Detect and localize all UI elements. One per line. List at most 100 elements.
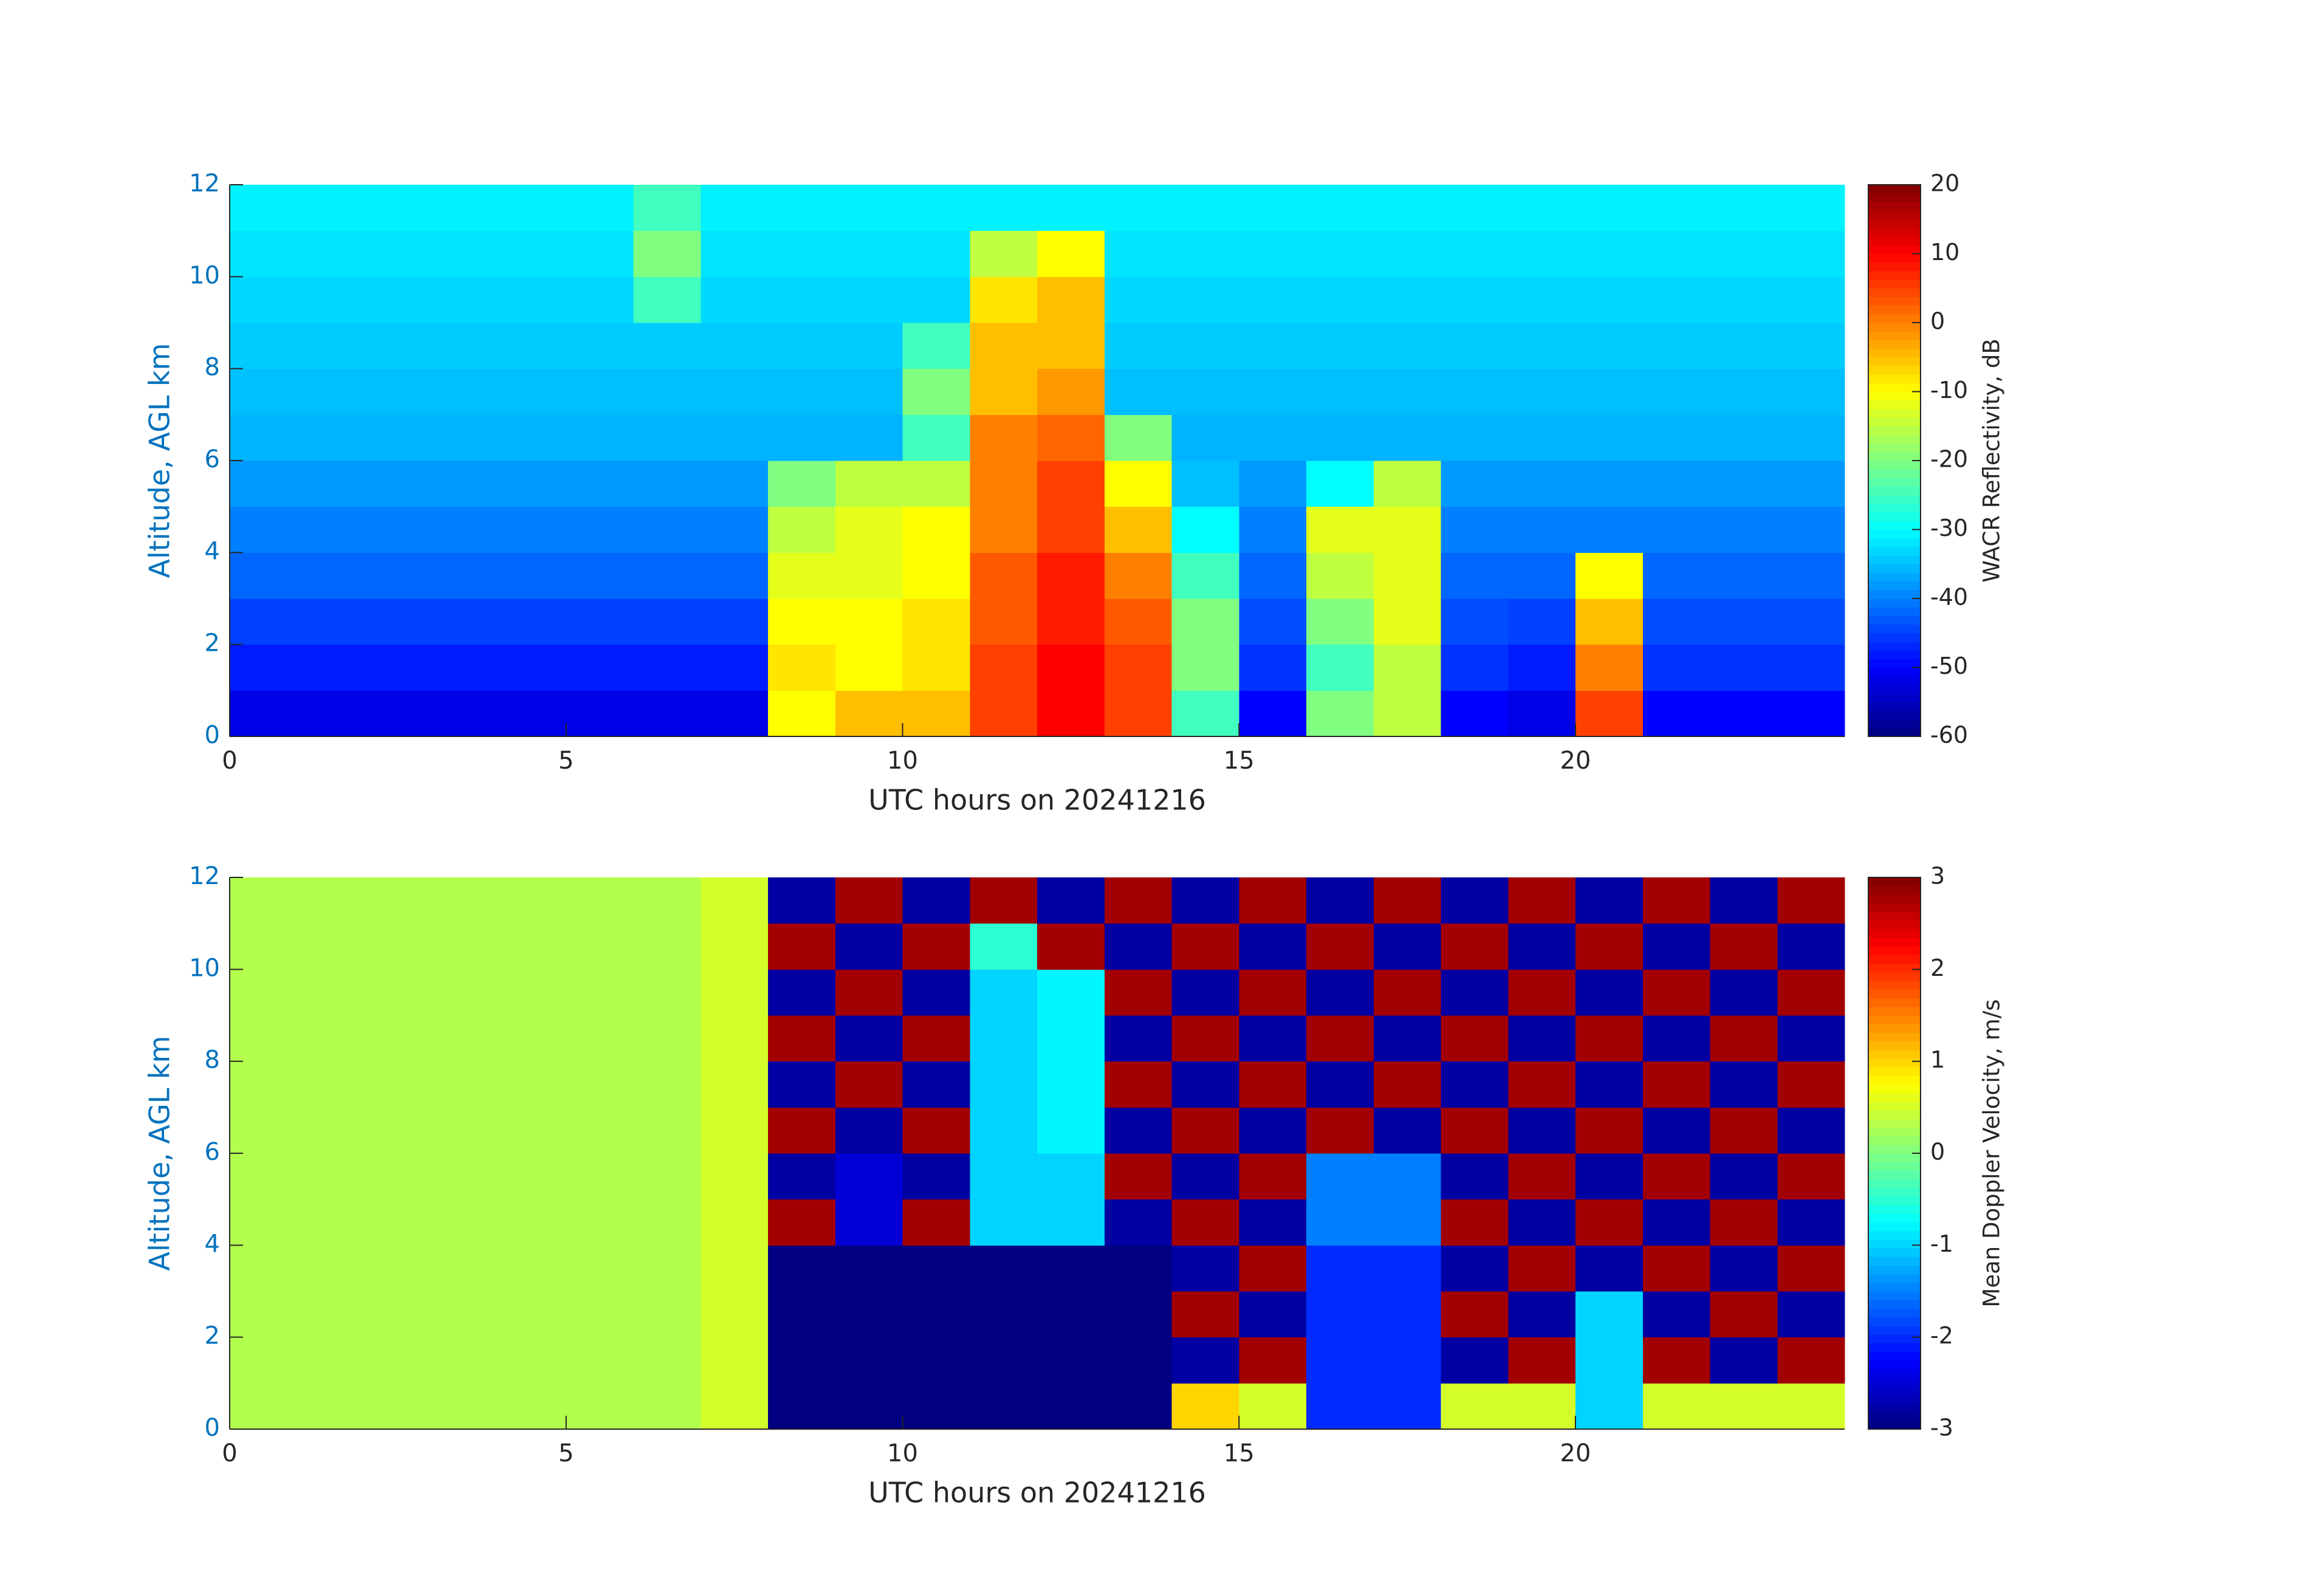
heatmap-cell bbox=[1171, 1337, 1239, 1384]
heatmap-cell bbox=[1642, 1015, 1710, 1062]
heatmap-cell bbox=[566, 599, 634, 645]
colorbar-swatch bbox=[1868, 1041, 1921, 1051]
heatmap-cell bbox=[1642, 506, 1710, 553]
heatmap-cell bbox=[230, 1107, 298, 1154]
heatmap-cell bbox=[230, 923, 298, 970]
colorbar-swatch bbox=[1868, 676, 1921, 685]
heatmap-cell bbox=[1239, 1383, 1307, 1430]
heatmap-cell bbox=[1710, 414, 1778, 461]
heatmap-cell bbox=[1575, 230, 1644, 277]
heatmap-cell bbox=[1508, 690, 1576, 737]
heatmap-cell bbox=[835, 506, 903, 553]
heatmap-cell bbox=[1777, 1337, 1845, 1384]
heatmap-cell bbox=[1441, 461, 1509, 507]
heatmap-cell bbox=[499, 969, 567, 1016]
heatmap-cell bbox=[364, 368, 432, 415]
heatmap-cell bbox=[566, 923, 634, 970]
heatmap-cell bbox=[1508, 506, 1576, 553]
heatmap-cell bbox=[499, 461, 567, 507]
colorbar-swatch bbox=[1868, 911, 1921, 921]
colorbar-swatch bbox=[1868, 1300, 1921, 1309]
colorbar-swatch bbox=[1868, 365, 1921, 375]
x-tick-label: 0 bbox=[222, 1439, 237, 1467]
heatmap-cell bbox=[902, 1199, 970, 1246]
heatmap-cell bbox=[1575, 323, 1644, 369]
heatmap-cell bbox=[768, 877, 836, 924]
heatmap-cell bbox=[1508, 185, 1576, 232]
heatmap-cell bbox=[230, 1245, 298, 1292]
heatmap-cell bbox=[768, 1199, 836, 1246]
heatmap-cell bbox=[1710, 877, 1778, 924]
heatmap-cell bbox=[633, 1153, 701, 1200]
heatmap-cell bbox=[835, 690, 903, 737]
heatmap-cell bbox=[701, 185, 769, 232]
heatmap-cell bbox=[499, 923, 567, 970]
colorbar-swatch bbox=[1868, 607, 1921, 616]
heatmap-cell bbox=[1777, 599, 1845, 645]
heatmap-cell bbox=[633, 1107, 701, 1154]
heatmap-cell bbox=[701, 690, 769, 737]
heatmap-cell bbox=[633, 969, 701, 1016]
heatmap-cell bbox=[1037, 1061, 1105, 1108]
heatmap-cell bbox=[1508, 923, 1576, 970]
heatmap-cell bbox=[1710, 506, 1778, 553]
heatmap-cell bbox=[364, 552, 432, 599]
colorbar-swatch bbox=[1868, 599, 1921, 608]
heatmap-cell bbox=[970, 1015, 1038, 1062]
heatmap-cell bbox=[768, 368, 836, 415]
heatmap-cell bbox=[230, 969, 298, 1016]
heatmap-cell bbox=[230, 1015, 298, 1062]
colorbar-swatch bbox=[1868, 340, 1921, 349]
heatmap-cell bbox=[1575, 552, 1644, 599]
heatmap-cell bbox=[1710, 1199, 1778, 1246]
heatmap-cell bbox=[296, 1107, 365, 1154]
heatmap-cell bbox=[566, 1337, 634, 1384]
heatmap-cell bbox=[1441, 230, 1509, 277]
heatmap-cell bbox=[1171, 185, 1239, 232]
heatmap-cell bbox=[296, 1199, 365, 1246]
heatmap-cell bbox=[1710, 923, 1778, 970]
colorbar-swatch bbox=[1868, 1368, 1921, 1378]
heatmap-cell bbox=[499, 1245, 567, 1292]
heatmap-cell bbox=[1642, 230, 1710, 277]
heatmap-cell bbox=[364, 1383, 432, 1430]
colorbar-swatch bbox=[1868, 1265, 1921, 1275]
colorbar-swatch bbox=[1868, 1084, 1921, 1094]
heatmap-cell bbox=[1104, 690, 1172, 737]
heatmap-cell bbox=[1104, 1383, 1172, 1430]
colorbar-swatch bbox=[1868, 702, 1921, 711]
heatmap-cell bbox=[1373, 506, 1441, 553]
heatmap-cell bbox=[768, 230, 836, 277]
heatmap-cell bbox=[1037, 923, 1105, 970]
heatmap-cell bbox=[1104, 1245, 1172, 1292]
heatmap-cell bbox=[431, 1015, 499, 1062]
heatmap-cell bbox=[1441, 1383, 1509, 1430]
heatmap-cell bbox=[701, 414, 769, 461]
heatmap-cell bbox=[1373, 230, 1441, 277]
heatmap-cell bbox=[701, 1107, 769, 1154]
heatmap-cell bbox=[1104, 1291, 1172, 1338]
heatmap-cell bbox=[1441, 506, 1509, 553]
heatmap-cell bbox=[1306, 1245, 1374, 1292]
heatmap-cell bbox=[970, 1245, 1038, 1292]
heatmap-cell bbox=[296, 599, 365, 645]
colorbar-swatch bbox=[1868, 989, 1921, 999]
colorbar-swatch bbox=[1868, 564, 1921, 573]
heatmap-cell bbox=[1373, 552, 1441, 599]
heatmap-cell bbox=[1239, 923, 1307, 970]
heatmap-cell bbox=[768, 1061, 836, 1108]
heatmap-cell bbox=[902, 552, 970, 599]
colorbar-swatch bbox=[1868, 288, 1921, 297]
heatmap-cell bbox=[1508, 599, 1576, 645]
heatmap-cell bbox=[230, 230, 298, 277]
colorbar-swatch bbox=[1868, 236, 1921, 245]
heatmap-cell bbox=[902, 461, 970, 507]
heatmap-cell bbox=[970, 1153, 1038, 1200]
heatmap-cell bbox=[902, 923, 970, 970]
colorbar-swatch bbox=[1868, 374, 1921, 383]
heatmap-cell bbox=[431, 1107, 499, 1154]
colorbar-swatch bbox=[1868, 894, 1921, 904]
heatmap-cell bbox=[230, 461, 298, 507]
heatmap-cell bbox=[701, 1337, 769, 1384]
heatmap-cell bbox=[431, 1199, 499, 1246]
